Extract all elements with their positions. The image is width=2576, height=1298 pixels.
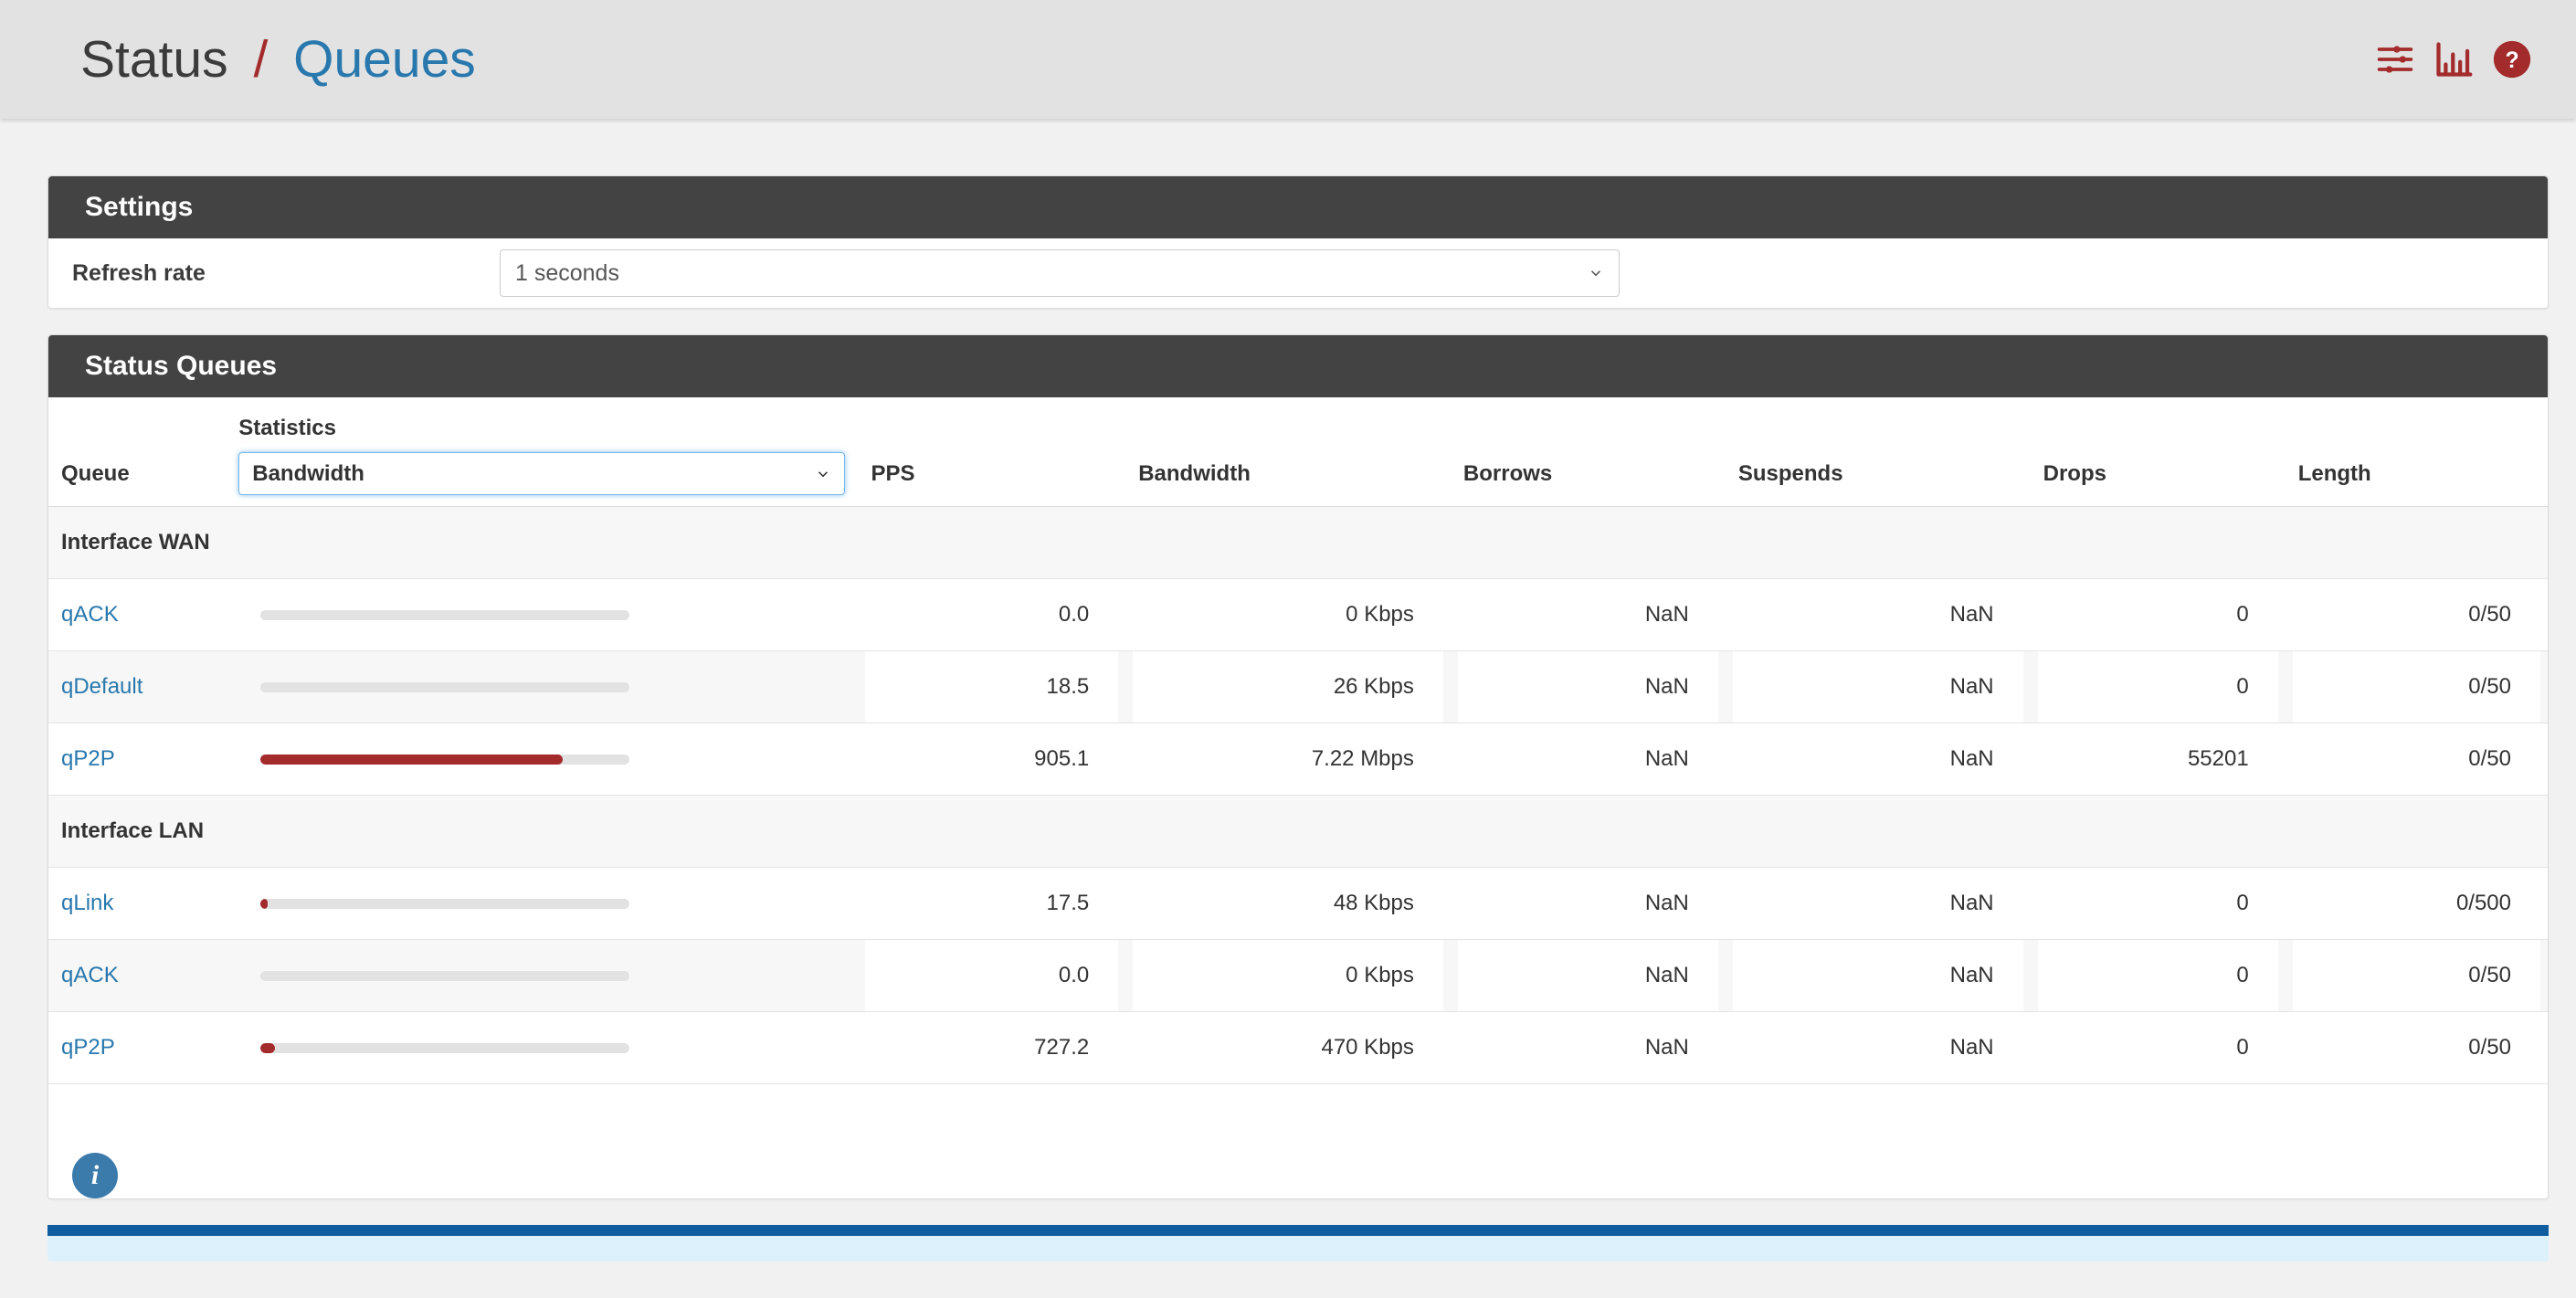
svg-text:?: ? <box>2505 48 2518 73</box>
